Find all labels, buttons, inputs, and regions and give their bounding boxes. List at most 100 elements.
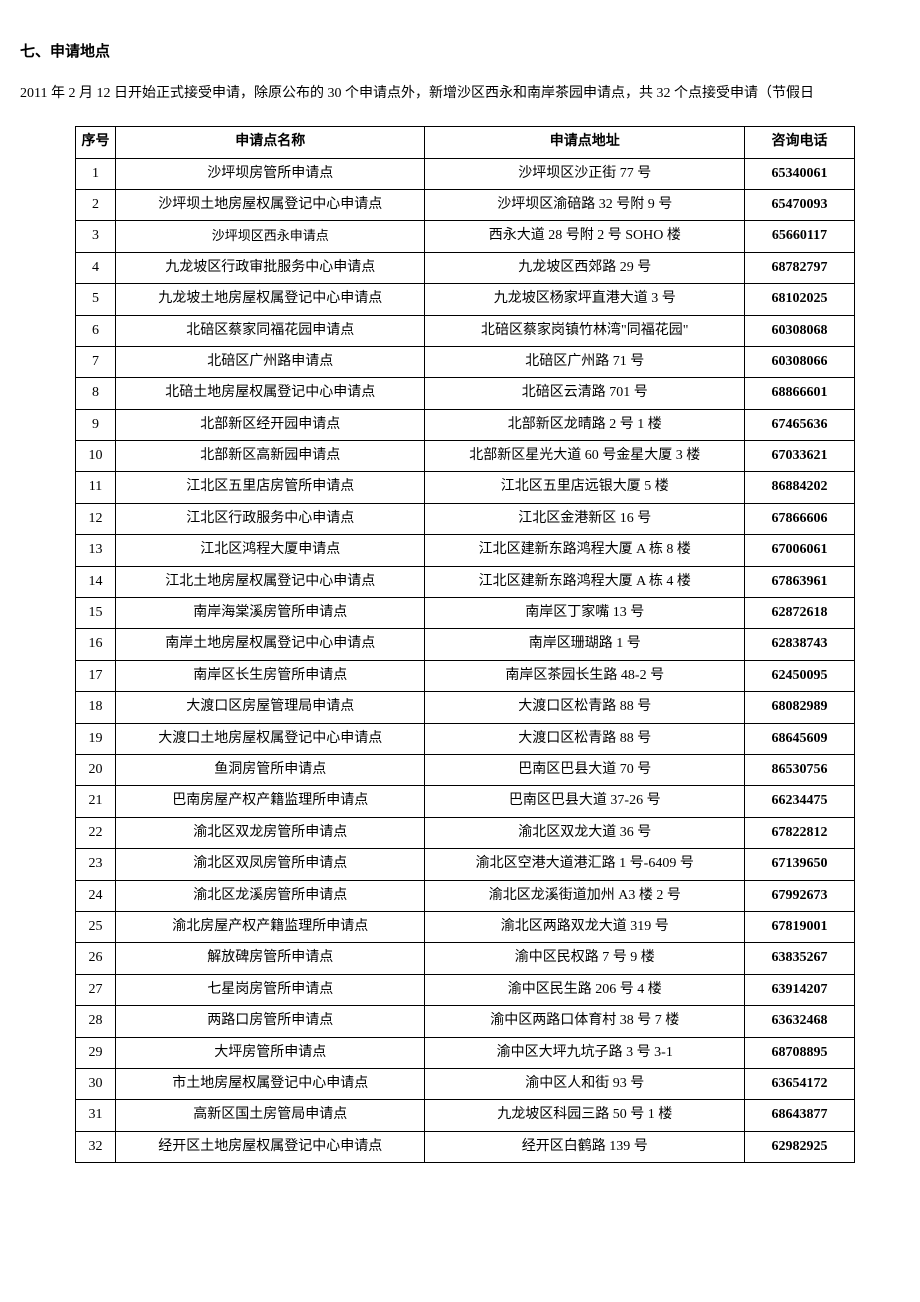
cell-phone: 65340061 [745,158,855,189]
table-row: 19大渡口土地房屋权属登记中心申请点大渡口区松青路 88 号68645609 [76,723,855,754]
table-row: 10北部新区高新园申请点北部新区星光大道 60 号金星大厦 3 楼6703362… [76,441,855,472]
cell-addr: 南岸区茶园长生路 48-2 号 [425,660,745,691]
header-phone: 咨询电话 [745,127,855,158]
cell-phone: 62982925 [745,1131,855,1162]
cell-addr: 北部新区龙晴路 2 号 1 楼 [425,409,745,440]
cell-addr: 经开区白鹤路 139 号 [425,1131,745,1162]
cell-name: 九龙坡土地房屋权属登记中心申请点 [115,284,425,315]
table-row: 32经开区土地房屋权属登记中心申请点经开区白鹤路 139 号62982925 [76,1131,855,1162]
cell-seq: 14 [76,566,116,597]
table-row: 30市土地房屋权属登记中心申请点渝中区人和街 93 号63654172 [76,1068,855,1099]
cell-addr: 渝北区双龙大道 36 号 [425,817,745,848]
cell-seq: 20 [76,755,116,786]
table-row: 16南岸土地房屋权属登记中心申请点南岸区珊瑚路 1 号62838743 [76,629,855,660]
table-row: 21巴南房屋产权产籍监理所申请点巴南区巴县大道 37-26 号66234475 [76,786,855,817]
cell-addr: 渝中区民生路 206 号 4 楼 [425,974,745,1005]
cell-addr: 北碚区广州路 71 号 [425,346,745,377]
cell-name: 沙坪坝房管所申请点 [115,158,425,189]
cell-addr: 江北区建新东路鸿程大厦 A 栋 4 楼 [425,566,745,597]
cell-name: 沙坪坝区西永申请点 [115,221,425,252]
header-addr: 申请点地址 [425,127,745,158]
cell-phone: 63914207 [745,974,855,1005]
cell-seq: 13 [76,535,116,566]
table-row: 25渝北房屋产权产籍监理所申请点渝北区两路双龙大道 319 号67819001 [76,911,855,942]
cell-name: 两路口房管所申请点 [115,1006,425,1037]
cell-phone: 86884202 [745,472,855,503]
cell-seq: 26 [76,943,116,974]
table-row: 3沙坪坝区西永申请点西永大道 28 号附 2 号 SOHO 楼65660117 [76,221,855,252]
cell-seq: 17 [76,660,116,691]
cell-seq: 29 [76,1037,116,1068]
cell-phone: 63654172 [745,1068,855,1099]
table-row: 15南岸海棠溪房管所申请点南岸区丁家嘴 13 号62872618 [76,598,855,629]
table-row: 23渝北区双凤房管所申请点渝北区空港大道港汇路 1 号-6409 号671396… [76,849,855,880]
cell-phone: 65470093 [745,189,855,220]
cell-seq: 21 [76,786,116,817]
cell-name: 高新区国土房管局申请点 [115,1100,425,1131]
table-row: 28两路口房管所申请点渝中区两路口体育村 38 号 7 楼63632468 [76,1006,855,1037]
cell-seq: 32 [76,1131,116,1162]
cell-seq: 27 [76,974,116,1005]
cell-phone: 62450095 [745,660,855,691]
header-seq: 序号 [76,127,116,158]
cell-addr: 西永大道 28 号附 2 号 SOHO 楼 [425,221,745,252]
cell-addr: 渝北区龙溪街道加州 A3 楼 2 号 [425,880,745,911]
cell-name: 南岸土地房屋权属登记中心申请点 [115,629,425,660]
cell-seq: 4 [76,252,116,283]
cell-name: 大渡口区房屋管理局申请点 [115,692,425,723]
cell-name: 渝北房屋产权产籍监理所申请点 [115,911,425,942]
cell-name: 渝北区龙溪房管所申请点 [115,880,425,911]
cell-addr: 江北区建新东路鸿程大厦 A 栋 8 楼 [425,535,745,566]
cell-addr: 大渡口区松青路 88 号 [425,692,745,723]
cell-name: 市土地房屋权属登记中心申请点 [115,1068,425,1099]
table-row: 29大坪房管所申请点渝中区大坪九坑子路 3 号 3-168708895 [76,1037,855,1068]
table-row: 20鱼洞房管所申请点巴南区巴县大道 70 号86530756 [76,755,855,786]
cell-addr: 渝北区两路双龙大道 319 号 [425,911,745,942]
cell-seq: 22 [76,817,116,848]
table-row: 13江北区鸿程大厦申请点江北区建新东路鸿程大厦 A 栋 8 楼67006061 [76,535,855,566]
cell-phone: 86530756 [745,755,855,786]
table-row: 7北碚区广州路申请点北碚区广州路 71 号60308066 [76,346,855,377]
header-name: 申请点名称 [115,127,425,158]
cell-name: 江北土地房屋权属登记中心申请点 [115,566,425,597]
cell-addr: 北部新区星光大道 60 号金星大厦 3 楼 [425,441,745,472]
cell-name: 大渡口土地房屋权属登记中心申请点 [115,723,425,754]
cell-name: 渝北区双龙房管所申请点 [115,817,425,848]
cell-addr: 巴南区巴县大道 70 号 [425,755,745,786]
table-row: 1沙坪坝房管所申请点沙坪坝区沙正街 77 号65340061 [76,158,855,189]
page-container: 七、申请地点 2011 年 2 月 12 日开始正式接受申请，除原公布的 30 … [20,40,900,1163]
table-wrapper: 序号 申请点名称 申请点地址 咨询电话 1沙坪坝房管所申请点沙坪坝区沙正街 77… [75,126,900,1163]
cell-phone: 62872618 [745,598,855,629]
section-title: 七、申请地点 [20,40,900,61]
table-row: 31高新区国土房管局申请点九龙坡区科园三路 50 号 1 楼68643877 [76,1100,855,1131]
cell-name: 巴南房屋产权产籍监理所申请点 [115,786,425,817]
cell-name: 南岸区长生房管所申请点 [115,660,425,691]
table-row: 4九龙坡区行政审批服务中心申请点九龙坡区西郊路 29 号68782797 [76,252,855,283]
cell-addr: 九龙坡区科园三路 50 号 1 楼 [425,1100,745,1131]
cell-phone: 68102025 [745,284,855,315]
cell-seq: 9 [76,409,116,440]
cell-seq: 8 [76,378,116,409]
cell-name: 解放碑房管所申请点 [115,943,425,974]
cell-addr: 大渡口区松青路 88 号 [425,723,745,754]
table-row: 12江北区行政服务中心申请点江北区金港新区 16 号67866606 [76,503,855,534]
cell-seq: 5 [76,284,116,315]
table-body: 1沙坪坝房管所申请点沙坪坝区沙正街 77 号653400612沙坪坝土地房屋权属… [76,158,855,1163]
table-row: 2沙坪坝土地房屋权属登记中心申请点沙坪坝区渝碚路 32 号附 9 号654700… [76,189,855,220]
table-row: 9北部新区经开园申请点北部新区龙晴路 2 号 1 楼67465636 [76,409,855,440]
cell-addr: 渝中区人和街 93 号 [425,1068,745,1099]
cell-seq: 1 [76,158,116,189]
table-row: 22渝北区双龙房管所申请点渝北区双龙大道 36 号67822812 [76,817,855,848]
cell-addr: 南岸区珊瑚路 1 号 [425,629,745,660]
cell-seq: 24 [76,880,116,911]
cell-seq: 28 [76,1006,116,1037]
cell-seq: 23 [76,849,116,880]
intro-text: 2011 年 2 月 12 日开始正式接受申请，除原公布的 30 个申请点外，新… [20,81,900,106]
cell-seq: 10 [76,441,116,472]
cell-addr: 渝中区大坪九坑子路 3 号 3-1 [425,1037,745,1068]
cell-phone: 67992673 [745,880,855,911]
cell-seq: 6 [76,315,116,346]
cell-seq: 31 [76,1100,116,1131]
cell-seq: 7 [76,346,116,377]
cell-name: 江北区行政服务中心申请点 [115,503,425,534]
